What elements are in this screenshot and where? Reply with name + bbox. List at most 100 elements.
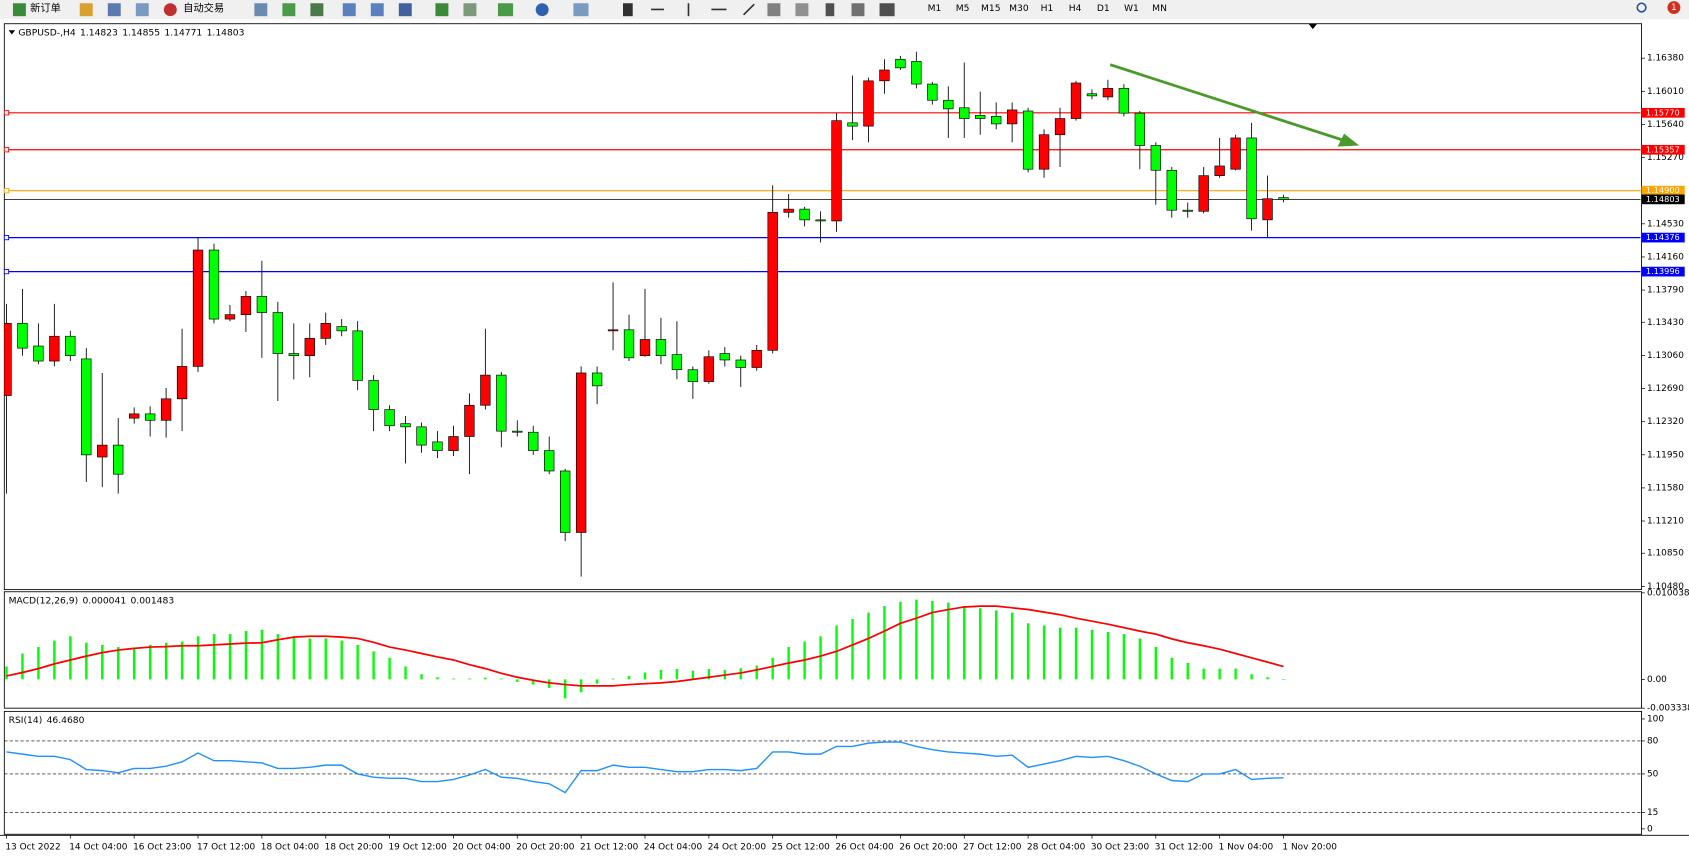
- candle-body: [352, 330, 363, 381]
- close: 1.14803: [207, 27, 245, 38]
- icon[interactable]: [282, 3, 296, 17]
- level-label-bg: [1641, 107, 1685, 118]
- icon[interactable]: [651, 8, 664, 11]
- toolbar-button[interactable]: 新订单: [30, 2, 61, 15]
- icon[interactable]: [463, 3, 477, 17]
- macd-bar: [37, 647, 40, 680]
- icon[interactable]: [310, 3, 324, 17]
- search-icon[interactable]: [1636, 2, 1647, 13]
- icon[interactable]: [795, 3, 809, 17]
- macd-bar: [356, 644, 359, 680]
- icon[interactable]: [254, 3, 268, 17]
- candle-body: [1278, 197, 1289, 200]
- icon[interactable]: [825, 3, 835, 17]
- x-tick-label: 21 Oct 12:00: [580, 843, 639, 853]
- macd-bar: [707, 669, 711, 680]
- candle-body: [1150, 145, 1161, 171]
- icon[interactable]: [851, 3, 865, 17]
- timeframe-button[interactable]: M5: [956, 3, 970, 14]
- icon[interactable]: [497, 3, 514, 17]
- arrow-head: [1337, 133, 1360, 147]
- icon[interactable]: [879, 3, 895, 17]
- macd-bar: [1266, 677, 1269, 680]
- level-label-bg: [1641, 185, 1685, 196]
- macd-bar: [1234, 668, 1237, 680]
- x-tick-label: 1 Nov 20:00: [1282, 843, 1337, 853]
- macd-bar: [1074, 627, 1078, 680]
- timeframe-button[interactable]: D1: [1097, 3, 1110, 14]
- candle-body: [607, 329, 619, 332]
- candle-body: [160, 398, 172, 421]
- rsi-line: [6, 741, 1284, 794]
- macd-bar: [1042, 625, 1046, 680]
- candle-body: [1102, 88, 1114, 98]
- icon[interactable]: [767, 3, 781, 17]
- candle-body: [1054, 118, 1066, 136]
- price-label: 1.14803: [1646, 194, 1680, 204]
- candle-body: [384, 409, 395, 427]
- level-handle: [3, 147, 10, 153]
- icon[interactable]: [743, 3, 755, 16]
- macd-bar: [196, 636, 200, 680]
- candle-body: [256, 296, 268, 313]
- candle-body: [17, 323, 28, 349]
- icon[interactable]: [163, 3, 177, 17]
- candle-body: [464, 404, 475, 437]
- candle-body: [224, 314, 236, 320]
- timeframe-button[interactable]: H4: [1069, 3, 1082, 14]
- icon[interactable]: [342, 3, 356, 17]
- macd-bar: [1026, 623, 1030, 680]
- macd-bar: [691, 670, 695, 680]
- icon[interactable]: [687, 3, 690, 17]
- icon[interactable]: [107, 3, 121, 17]
- icon[interactable]: [573, 3, 589, 17]
- icon[interactable]: [623, 3, 633, 17]
- icon[interactable]: [135, 3, 149, 17]
- timeframe-button[interactable]: M1: [928, 3, 942, 14]
- macd-bar: [675, 669, 679, 680]
- icon[interactable]: [535, 3, 549, 17]
- candle-body: [1182, 209, 1193, 212]
- y-tick-label: 1.15270: [1647, 153, 1684, 163]
- y-tick-label: 0.00: [1647, 675, 1667, 685]
- timeframe-button[interactable]: MN: [1152, 3, 1167, 14]
- candle-body: [1230, 137, 1241, 170]
- x-tick-label: 20 Oct 20:00: [516, 843, 575, 853]
- icon[interactable]: [711, 8, 727, 11]
- macd-bar: [468, 678, 471, 680]
- candle-body: [783, 208, 794, 213]
- candle-body: [863, 80, 874, 127]
- icon[interactable]: [398, 3, 412, 17]
- candle-body: [304, 338, 315, 357]
- x-tick-label: 26 Oct 04:00: [835, 843, 894, 853]
- macd-bar: [228, 634, 232, 680]
- candle-body: [1134, 112, 1146, 146]
- icon[interactable]: [435, 3, 449, 17]
- macd-value: 0.000041: [82, 595, 126, 606]
- open: 1.14823: [80, 27, 118, 38]
- y-tick-label: 1.16380: [1647, 54, 1684, 64]
- candle-body: [959, 107, 970, 119]
- candle-body: [432, 441, 443, 451]
- y-tick-label: 50: [1647, 769, 1659, 779]
- candle-body: [847, 122, 858, 127]
- notification-badge[interactable]: [1667, 1, 1681, 15]
- icon[interactable]: [12, 3, 26, 17]
- macd-bar: [324, 638, 327, 680]
- icon[interactable]: [79, 3, 93, 17]
- timeframe-button[interactable]: W1: [1124, 3, 1139, 14]
- timeframe-button[interactable]: H1: [1041, 3, 1054, 14]
- macd-bar: [755, 665, 758, 680]
- timeframe-button[interactable]: M15: [981, 3, 1001, 14]
- timeframe-bar: M1 M5 M15 M30 H1 H4 D1 W1 MN: [928, 3, 1167, 14]
- candle-body: [33, 345, 44, 362]
- timeframe-button[interactable]: M30: [1009, 3, 1029, 14]
- macd-bar: [308, 638, 311, 680]
- icon[interactable]: [370, 3, 384, 17]
- y-tick-label: 1.15640: [1647, 120, 1684, 130]
- toolbar-button[interactable]: 自动交易: [183, 2, 224, 15]
- macd-bar: [899, 601, 902, 680]
- candle-body: [1214, 165, 1225, 176]
- x-tick-label: 20 Oct 04:00: [452, 843, 511, 853]
